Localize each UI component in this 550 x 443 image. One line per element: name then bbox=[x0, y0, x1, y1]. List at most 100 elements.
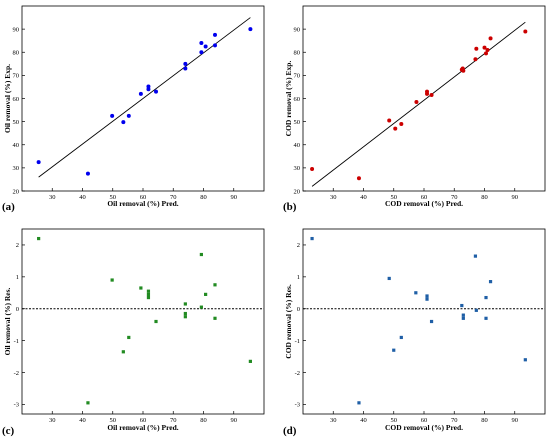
y-tick-label-a: 30 bbox=[13, 165, 20, 172]
data-point-a bbox=[126, 113, 131, 118]
data-point-c bbox=[146, 289, 151, 293]
x-tick-label-d: 50 bbox=[391, 417, 398, 424]
data-point-c bbox=[154, 319, 158, 324]
y-tick-label-c: 0 bbox=[16, 306, 19, 313]
x-tick-label-a: 60 bbox=[140, 194, 147, 201]
data-point-a bbox=[248, 27, 253, 32]
x-tick-label-a: 70 bbox=[170, 194, 177, 201]
panel-label-c: (c) bbox=[2, 425, 15, 437]
y-tick-label-a: 50 bbox=[13, 119, 20, 126]
data-point-a bbox=[212, 43, 217, 48]
y-tick-label-b: 40 bbox=[294, 142, 301, 149]
x-tick-label-d: 60 bbox=[421, 417, 428, 424]
data-point-c bbox=[248, 359, 252, 363]
data-point-b bbox=[482, 45, 487, 50]
data-point-a bbox=[199, 41, 204, 45]
data-point-b bbox=[484, 51, 489, 56]
plot-frame-d bbox=[302, 228, 546, 415]
data-point-a bbox=[183, 61, 188, 66]
x-tick-label-d: 30 bbox=[330, 417, 337, 424]
data-point-b bbox=[523, 29, 528, 34]
y-tick-label-c: -1 bbox=[14, 338, 19, 345]
panel-label-d: (d) bbox=[283, 425, 297, 437]
x-tick-label-b: 50 bbox=[391, 194, 398, 201]
fit-line-a bbox=[38, 17, 251, 178]
panel-label-a: (a) bbox=[2, 201, 15, 213]
data-point-b bbox=[485, 47, 490, 52]
y-tick-label-a: 20 bbox=[13, 188, 20, 195]
y-tick-label-d: -2 bbox=[295, 370, 300, 377]
data-point-c bbox=[183, 311, 187, 316]
x-tick-label-d: 90 bbox=[512, 417, 519, 424]
y-tick-label-b: 90 bbox=[294, 26, 301, 33]
y-tick-label-a: 60 bbox=[13, 96, 20, 103]
data-point-d bbox=[461, 313, 465, 317]
x-tick-label-d: 40 bbox=[360, 417, 367, 424]
x-axis-title-c: Oil removal (%) Pred. bbox=[107, 423, 178, 432]
y-tick-label-b: 50 bbox=[294, 119, 301, 126]
y-tick-label-c: 2 bbox=[16, 242, 19, 249]
y-tick-label-c: 1 bbox=[16, 274, 19, 281]
x-tick-label-a: 30 bbox=[49, 194, 56, 201]
data-point-b bbox=[393, 126, 398, 131]
y-tick-label-c: -3 bbox=[14, 402, 19, 409]
data-point-c bbox=[213, 283, 217, 287]
data-point-c bbox=[37, 236, 41, 241]
data-point-b bbox=[310, 167, 315, 172]
panel-a: Oil removal (%) Exp. Oil removal (%) Pre… bbox=[2, 5, 265, 213]
data-point-c bbox=[110, 278, 114, 282]
y-axis-title-b: COD removal (%) Exp. bbox=[284, 61, 293, 137]
data-point-a bbox=[212, 32, 217, 37]
data-point-d bbox=[429, 319, 434, 324]
y-tick-label-a: 80 bbox=[13, 50, 20, 57]
y-tick-label-d: 1 bbox=[297, 274, 300, 281]
data-point-d bbox=[310, 236, 314, 241]
data-point-c bbox=[146, 295, 151, 300]
panel-label-b: (b) bbox=[283, 201, 297, 213]
x-axis-title-b: COD removal (%) Pred. bbox=[385, 199, 463, 208]
y-tick-label-d: -1 bbox=[295, 338, 300, 345]
panel-d: COD removal (%) Res. COD removal (%) Pre… bbox=[283, 228, 546, 437]
data-point-b bbox=[429, 93, 434, 98]
data-point-a bbox=[85, 171, 90, 176]
data-point-b bbox=[356, 176, 361, 181]
data-point-d bbox=[357, 401, 361, 405]
x-tick-label-d: 70 bbox=[451, 417, 458, 424]
data-point-a bbox=[199, 50, 204, 55]
x-tick-label-b: 60 bbox=[421, 194, 428, 201]
y-tick-label-b: 80 bbox=[294, 50, 301, 57]
data-point-d bbox=[425, 297, 429, 301]
x-tick-label-c: 50 bbox=[110, 417, 117, 424]
x-tick-label-c: 40 bbox=[79, 417, 86, 424]
data-point-d bbox=[460, 303, 464, 308]
data-point-c bbox=[199, 252, 203, 257]
data-point-d bbox=[425, 294, 429, 298]
data-point-a bbox=[110, 113, 115, 118]
x-tick-label-b: 30 bbox=[330, 194, 337, 201]
data-point-c bbox=[127, 335, 131, 340]
x-tick-label-b: 40 bbox=[360, 194, 367, 201]
data-point-d bbox=[387, 276, 391, 281]
data-point-a bbox=[121, 120, 126, 125]
data-point-a bbox=[146, 84, 151, 89]
data-point-b bbox=[387, 118, 392, 123]
data-point-b bbox=[488, 36, 493, 41]
x-axis-title-d: COD removal (%) Pred. bbox=[385, 423, 463, 432]
panel-b: COD removal (%) Exp. COD removal (%) Pre… bbox=[283, 5, 546, 213]
x-tick-label-a: 90 bbox=[231, 194, 238, 201]
y-tick-label-a: 70 bbox=[13, 73, 20, 80]
x-tick-label-c: 80 bbox=[200, 417, 207, 424]
y-tick-label-a: 40 bbox=[13, 142, 20, 149]
panel-c: Oil removal (%) Res. Oil removal (%) Pre… bbox=[2, 228, 265, 437]
data-point-d bbox=[399, 335, 403, 340]
y-tick-label-d: 2 bbox=[297, 242, 300, 249]
x-tick-label-a: 40 bbox=[79, 194, 86, 201]
data-point-a bbox=[36, 160, 41, 165]
data-point-d bbox=[392, 348, 396, 352]
data-point-d bbox=[473, 254, 478, 258]
data-point-a bbox=[203, 44, 208, 49]
y-tick-label-a: 90 bbox=[13, 26, 20, 33]
data-point-d bbox=[484, 295, 488, 300]
y-axis-title-a: Oil removal (%) Exp. bbox=[3, 64, 12, 133]
y-tick-label-b: 20 bbox=[294, 188, 301, 195]
